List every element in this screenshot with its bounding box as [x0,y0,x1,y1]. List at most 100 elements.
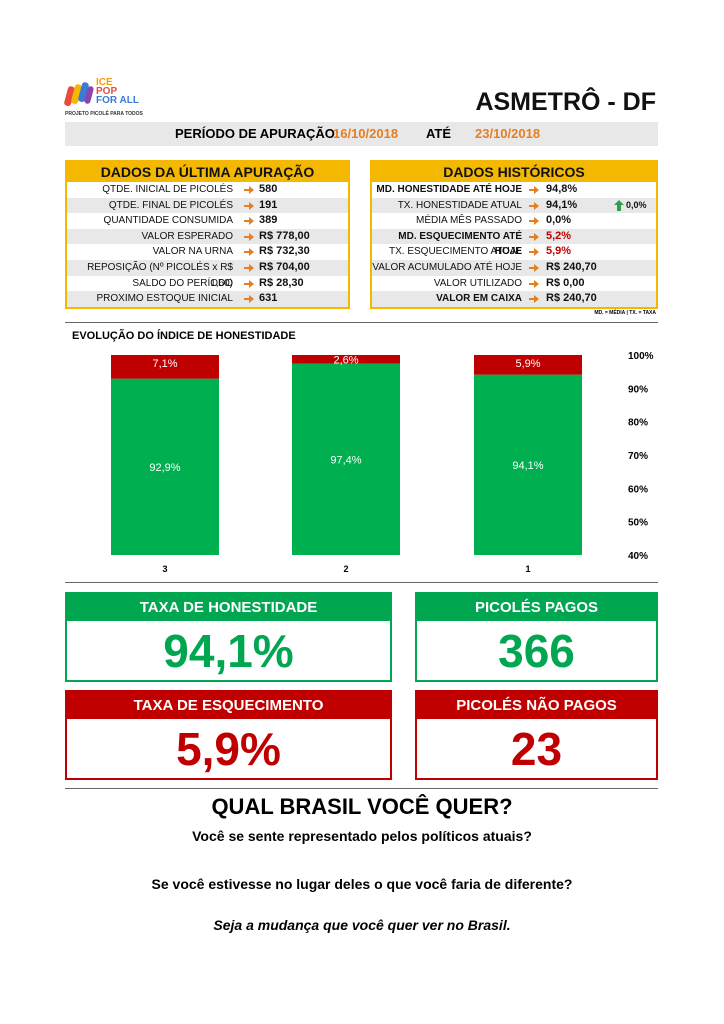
table-row: MD. ESQUECIMENTO ATÉ HOJE 5,2% [372,228,656,257]
row-label: VALOR UTILIZADO [433,277,522,289]
arrow-shape [529,248,539,257]
row-value: R$ 0,00 [546,276,585,289]
table-row: TX. ESQUECIMENTO ATUAL 5,9% [372,244,656,260]
x-tick-label: 1 [525,564,530,574]
period-end: 23/10/2018 [475,126,541,141]
row-label: SALDO DO PERÍODO [132,277,233,289]
arrow-icon [244,279,254,288]
table-row: VALOR EM CAIXA R$ 240,70 [372,291,656,307]
history-table: DADOS HISTÓRICOS MD. HONESTIDADE ATÉ HOJ… [370,160,658,309]
period-start: 16/10/2018 [333,126,399,141]
table-row: SALDO DO PERÍODO R$ 28,30 [67,276,348,292]
arrow-shape [244,263,254,272]
value-label: 94,1% [512,460,543,472]
y-tick-label: 50% [628,518,648,529]
y-tick-label: 60% [628,484,648,495]
arrow-icon [244,217,254,226]
arrow-shape [244,201,254,210]
logo-icon [64,82,94,107]
legend-note: MD. = MÉDIA | TX. = TAXA [594,310,656,316]
row-label: TX. HONESTIDADE ATUAL [397,199,522,211]
row-label: MD. HONESTIDADE ATÉ HOJE [376,184,522,195]
table-row: VALOR NA URNA R$ 732,30 [67,244,348,260]
row-value: 94,1% [546,198,578,211]
card-title: PICOLÉS PAGOS [417,594,656,621]
card-title: TAXA DE ESQUECIMENTO [67,692,390,719]
table-row: QTDE. FINAL DE PICOLÉS 191 [67,197,348,214]
row-value: R$ 240,70 [546,260,597,273]
table-title: DADOS HISTÓRICOS [372,162,656,182]
row-value: 191 [259,198,278,211]
arrow-shape [244,248,254,257]
row-label: TX. ESQUECIMENTO ATUAL [389,246,522,258]
arrow-icon [529,232,539,241]
arrow-icon [244,263,254,272]
row-label: QTDE. FINAL DE PICOLÉS [108,199,233,211]
row-label: VALOR ACUMULADO ATÉ HOJE [372,261,522,273]
card-value: 94,1% [163,625,294,677]
period-separator: ATÉ [426,126,452,141]
arrow-shape [529,295,539,304]
row-value: R$ 704,00 [259,260,310,273]
row-value: 0,0% [546,214,572,227]
last-report-table: DADOS DA ÚLTIMA APURAÇÃO QTDE. INICIAL D… [65,160,350,309]
row-label: VALOR NA URNA [152,246,233,258]
stat-card: PICOLÉS NÃO PAGOS 23 [415,690,658,780]
row-label: QTDE. INICIAL DE PICOLÉS [102,184,233,195]
period-bar: PERÍODO DE APURAÇÃO: 16/10/2018 ATÉ 23/1… [65,122,658,146]
arrow-shape [529,263,539,272]
footer-line: Você se sente representado pelos polític… [192,828,532,844]
row-value: R$ 28,30 [259,276,304,289]
row-label: MD. ESQUECIMENTO ATÉ HOJE [398,230,522,258]
row-value: 580 [259,183,278,195]
arrow-shape [244,279,254,288]
arrow-shape [244,295,254,304]
bar-segment [474,374,582,555]
table-row: VALOR ESPERADO R$ 778,00 [67,228,348,245]
table-row: VALOR ACUMULADO ATÉ HOJE R$ 240,70 [372,259,656,276]
arrow-icon [529,263,539,272]
separator [65,582,658,583]
table-row: REPOSIÇÃO (Nº PICOLÉS x R$ 1,60) R$ 704,0… [67,259,348,289]
card-value: 23 [510,723,563,775]
value-label: 7,1% [152,358,177,370]
row-value: 5,2% [546,229,572,242]
arrow-shape [529,279,539,288]
row-label: VALOR ESPERADO [141,230,233,242]
logo-line: ICE [96,77,113,88]
value-label: 92,9% [149,462,180,474]
row-value: 631 [259,292,278,305]
arrow-shape [244,186,254,194]
logo-line: POP [96,86,118,97]
arrow-icon [244,248,254,257]
row-value: R$ 732,30 [259,245,310,258]
arrow-icon [529,295,539,304]
table-row: MÉDIA MÊS PASSADO 0,0% [372,213,656,229]
y-tick-label: 70% [628,451,648,462]
row-label: MÉDIA MÊS PASSADO [416,215,522,227]
footer-heading: QUAL BRASIL VOCÊ QUER? [211,794,513,819]
separator [65,788,658,789]
row-value: 389 [259,214,278,227]
arrow-icon [529,279,539,288]
page-title: ASMETRÔ - DF [475,88,656,116]
table-row: PROXIMO ESTOQUE INICIAL 631 [67,291,348,307]
x-tick-label: 2 [343,564,348,574]
arrow-icon [244,232,254,241]
arrow-shape [529,232,539,241]
value-label: 2,6% [333,354,358,366]
chart: 40% 50% 60% 70% 80% 90% 100% 92,9% 7,1% 3 97,4% 2,6… [111,351,654,574]
table-row: VALOR UTILIZADO R$ 0,00 [372,276,656,292]
bar-segment [292,355,400,364]
y-tick-label: 80% [628,418,648,429]
stat-card: PICOLÉS PAGOS 366 [415,592,658,682]
value-label: 5,9% [515,358,540,370]
row-change: 0,0% [626,199,647,210]
arrow-shape [529,201,539,210]
card-title: PICOLÉS NÃO PAGOS [417,692,656,719]
row-value: R$ 240,70 [546,292,597,305]
arrow-icon [244,295,254,304]
stat-card: TAXA DE HONESTIDADE 94,1% [65,592,392,682]
bar-segment [111,378,219,555]
